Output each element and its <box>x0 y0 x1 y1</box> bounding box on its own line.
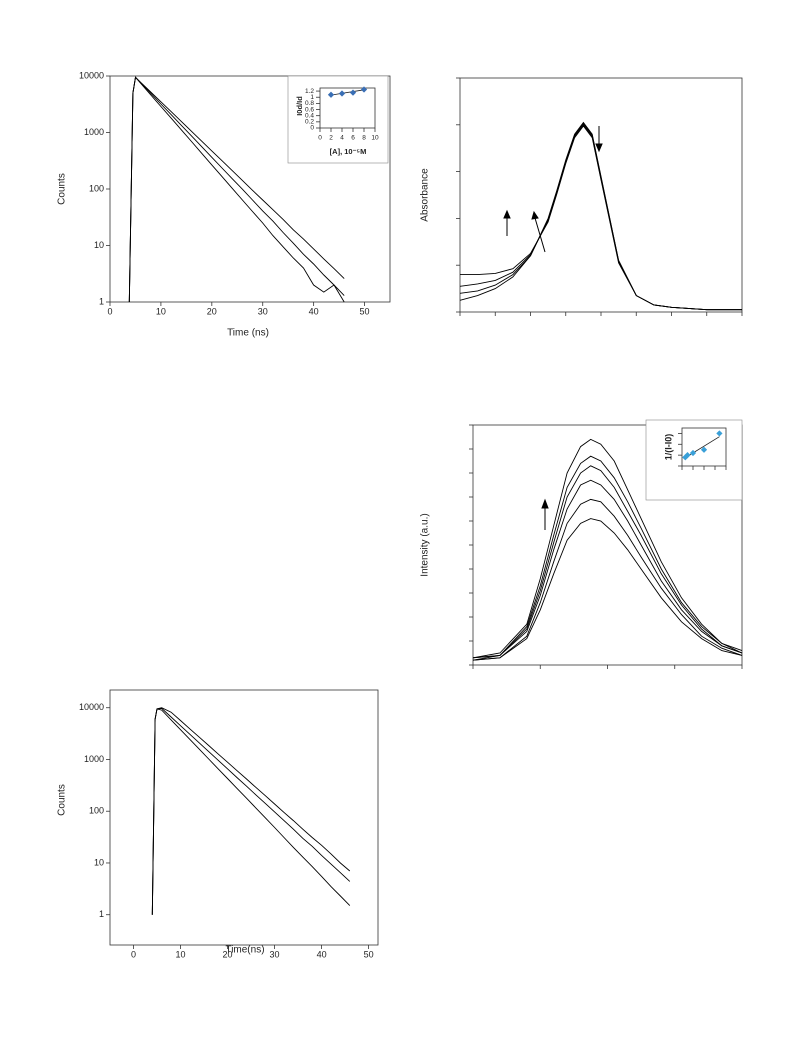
x-tick-label: 2 <box>329 135 333 142</box>
y-tick-label: 0 <box>310 125 314 132</box>
data-line <box>151 707 351 915</box>
y-tick-label: 0.4 <box>305 112 314 119</box>
data-line <box>472 518 743 661</box>
x-tick-label: 8 <box>362 135 366 142</box>
data-line <box>472 498 743 661</box>
y-tick-label: 1.2 <box>305 88 314 95</box>
data-line <box>128 76 345 303</box>
y-tick-label: 0.8 <box>305 100 314 107</box>
x-axis-label: Time(ns) <box>225 945 264 956</box>
data-line <box>151 707 351 915</box>
y-axis-label: Counts <box>57 784 68 816</box>
y-tick-label: 100 <box>89 183 104 193</box>
y-tick-label: 0.6 <box>305 106 314 113</box>
y-axis-label: Absorbance <box>420 168 431 222</box>
plot-frame <box>319 87 376 129</box>
plot-frame <box>109 689 379 946</box>
inset-frame <box>645 419 743 501</box>
arrow-head <box>541 498 549 509</box>
x-tick-label: 50 <box>360 306 370 316</box>
y-tick-label: 100 <box>89 806 104 816</box>
y-tick-label: 1 <box>99 909 104 919</box>
y-tick-label: 1 <box>99 296 104 306</box>
x-axis-label: [A], 10⁻⁵M <box>330 147 367 156</box>
y-axis-label: Counts <box>57 173 68 205</box>
x-tick-label: 30 <box>270 949 280 959</box>
x-tick-label: 10 <box>371 135 379 142</box>
data-line <box>472 455 743 659</box>
y-tick-label: 10000 <box>79 702 104 712</box>
y-tick-label: 1000 <box>84 754 104 764</box>
data-line <box>472 438 743 659</box>
y-tick-label: 1 <box>310 94 314 101</box>
x-tick-label: 20 <box>223 949 233 959</box>
x-tick-label: 10 <box>176 949 186 959</box>
data-point <box>716 430 723 437</box>
x-tick-label: 0 <box>318 135 322 142</box>
y-tick-label: 10 <box>94 240 104 250</box>
x-tick-label: 6 <box>351 135 355 142</box>
x-tick-label: 10 <box>156 306 166 316</box>
annotation-arrows <box>503 126 603 530</box>
data-point <box>684 452 691 459</box>
data-line <box>472 479 743 661</box>
data-line <box>128 76 345 303</box>
data-line <box>459 124 742 311</box>
fit-line <box>330 89 365 96</box>
y-tick-label: 10 <box>94 857 104 867</box>
data-line <box>151 708 351 915</box>
x-tick-label: 40 <box>309 306 319 316</box>
y-axis-label: Intensity (a.u.) <box>420 513 431 576</box>
x-tick-label: 0 <box>107 306 112 316</box>
data-line <box>472 465 743 659</box>
x-tick-label: 50 <box>364 949 374 959</box>
y-tick-label: 0.2 <box>305 119 314 126</box>
data-line <box>460 125 742 311</box>
data-line <box>459 122 742 311</box>
x-tick-label: 0 <box>131 949 136 959</box>
x-tick-label: 20 <box>207 306 217 316</box>
arrow-head <box>531 210 539 220</box>
arrow-head <box>503 209 511 219</box>
x-tick-label: 30 <box>258 306 268 316</box>
y-tick-label: 1000 <box>84 127 104 137</box>
data-line <box>128 76 345 303</box>
y-tick-label: 10000 <box>79 70 104 80</box>
x-tick-label: 4 <box>340 135 344 142</box>
y-axis-label: I0d/Id <box>295 96 304 116</box>
y-axis-label: 1/(I-I0) <box>663 434 673 461</box>
inset-frame <box>287 75 389 164</box>
data-line <box>459 121 742 311</box>
x-tick-label: 40 <box>317 949 327 959</box>
arrow-head <box>595 143 603 153</box>
x-axis-label: Time (ns) <box>227 328 269 339</box>
